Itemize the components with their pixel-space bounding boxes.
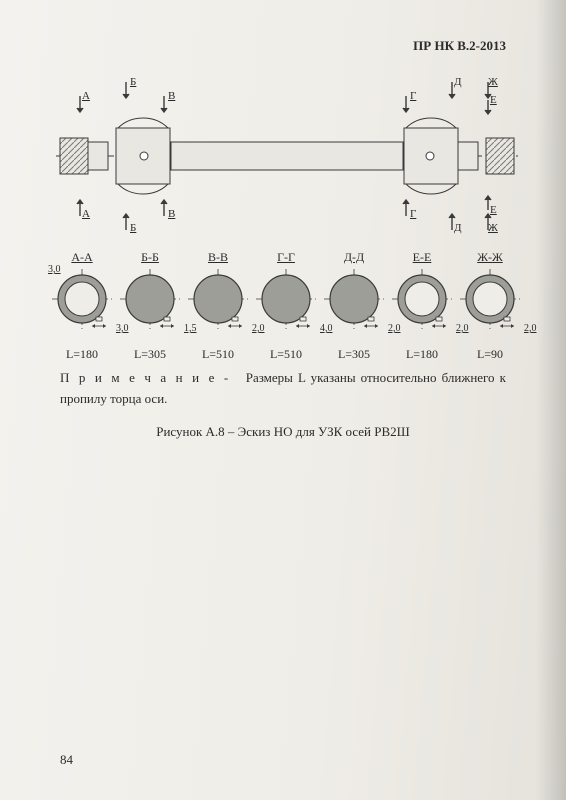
cs-circle-svg bbox=[256, 269, 316, 329]
cs-length: L=180 bbox=[406, 347, 438, 362]
cs-circle-svg bbox=[52, 269, 112, 329]
cs-length: L=90 bbox=[477, 347, 503, 362]
sec-mark-A-bot: А bbox=[82, 208, 90, 220]
cs-dim-side: 2,0 bbox=[524, 323, 537, 334]
cs-length: L=180 bbox=[66, 347, 98, 362]
dim-aa-top: 3,0 bbox=[48, 264, 61, 275]
document-code: ПР НК В.2-2013 bbox=[413, 38, 506, 54]
cs-dim-side: 3,0 bbox=[116, 323, 129, 334]
cross-section-row: А-А3,0L=180Б-Б1,5L=305В-В2,0L=510Г-Г4,0L… bbox=[50, 250, 526, 362]
sec-mark-D-bot: Д bbox=[454, 222, 462, 234]
cs-circle-svg bbox=[120, 269, 180, 329]
page-number: 84 bbox=[60, 752, 73, 768]
cs-circle-svg bbox=[460, 269, 520, 329]
cs-length: L=510 bbox=[202, 347, 234, 362]
cross-section-2: В-В2,0L=510 bbox=[186, 250, 250, 362]
cs-length: L=305 bbox=[338, 347, 370, 362]
sec-mark-G-bot: Г bbox=[410, 208, 416, 220]
cs-dim-side: 2,0 bbox=[252, 323, 265, 334]
cs-length: L=510 bbox=[270, 347, 302, 362]
sec-mark-V-top: В bbox=[168, 90, 175, 102]
sec-mark-A-top: А bbox=[82, 90, 90, 102]
cs-label: Е-Е bbox=[413, 250, 432, 265]
note-lead: П р и м е ч а н и е - bbox=[60, 370, 230, 385]
sec-mark-B-top: Б bbox=[130, 76, 136, 88]
cs-label: Б-Б bbox=[141, 250, 159, 265]
sec-mark-Zh-top: Ж bbox=[488, 76, 498, 88]
note-text: П р и м е ч а н и е - Размеры L указаны … bbox=[60, 368, 506, 410]
sec-mark-D-top: Д bbox=[454, 76, 462, 88]
document-page: ПР НК В.2-2013 bbox=[0, 0, 566, 800]
cs-label: Д-Д bbox=[344, 250, 364, 265]
cs-dim-side: 2,0 bbox=[388, 323, 401, 334]
cs-dim-side: 4,0 bbox=[320, 323, 333, 334]
sec-mark-B-bot: Б bbox=[130, 222, 136, 234]
cross-section-3: Г-Г4,0L=510 bbox=[254, 250, 318, 362]
figure-caption: Рисунок А.8 – Эскиз НО для УЗК осей РВ2Ш bbox=[0, 424, 566, 440]
cs-label: Г-Г bbox=[277, 250, 295, 265]
cs-label: В-В bbox=[208, 250, 228, 265]
cross-section-5: Е-Е 2,0 L=180 bbox=[390, 250, 454, 362]
axle-side-view: А Б В Г Д Ж Е А Б В Г Д Ж Е bbox=[56, 76, 518, 241]
sec-mark-E-top: Е bbox=[490, 94, 497, 106]
axle-svg bbox=[56, 76, 518, 236]
sec-mark-V-bot: В bbox=[168, 208, 175, 220]
cross-section-4: Д-Д2,0L=305 bbox=[322, 250, 386, 362]
cs-dim-side: 2,0 bbox=[456, 323, 469, 334]
sec-mark-Zh-bot: Ж bbox=[488, 222, 498, 234]
cs-length: L=305 bbox=[134, 347, 166, 362]
cs-circle-svg bbox=[324, 269, 384, 329]
cross-section-6: Ж-Ж 2,0 L=90 bbox=[458, 250, 522, 362]
cs-circle-svg bbox=[392, 269, 452, 329]
cs-dim-side: 1,5 bbox=[184, 323, 197, 334]
cs-label: А-А bbox=[71, 250, 92, 265]
sec-mark-E-bot: Е bbox=[490, 204, 497, 216]
cs-label: Ж-Ж bbox=[477, 250, 503, 265]
sec-mark-G-top: Г bbox=[410, 90, 416, 102]
cross-section-1: Б-Б1,5L=305 bbox=[118, 250, 182, 362]
cs-circle-svg bbox=[188, 269, 248, 329]
